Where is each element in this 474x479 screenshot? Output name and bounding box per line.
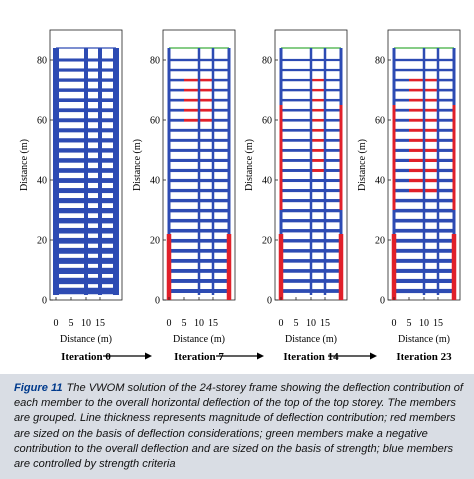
y-tick-label: 80 xyxy=(150,56,160,67)
y-axis-label: Distance (m) xyxy=(132,139,143,191)
x-tick-label: 15 xyxy=(320,318,330,329)
y-tick-label: 0 xyxy=(155,296,160,307)
x-tick-label: 15 xyxy=(433,318,443,329)
iteration-label: Iteration 7 xyxy=(174,351,224,363)
y-axis-label: Distance (m) xyxy=(19,139,30,191)
x-tick-label: 0 xyxy=(167,318,172,329)
x-axis-label: Distance (m) xyxy=(285,334,337,345)
x-tick-label: 0 xyxy=(54,318,59,329)
y-tick-label: 40 xyxy=(150,176,160,187)
y-tick-label: 40 xyxy=(37,176,47,187)
y-tick-label: 20 xyxy=(150,236,160,247)
x-tick-label: 10 xyxy=(419,318,429,329)
y-tick-label: 80 xyxy=(375,56,385,67)
x-tick-label: 5 xyxy=(69,318,74,329)
y-axis-label: Distance (m) xyxy=(357,139,368,191)
arrow-head xyxy=(370,352,377,360)
y-tick-label: 40 xyxy=(262,176,272,187)
frame-panel-2 xyxy=(274,29,348,301)
y-tick-label: 60 xyxy=(262,116,272,127)
frame-panel-3 xyxy=(387,29,461,301)
x-axis-label: Distance (m) xyxy=(398,334,450,345)
x-tick-label: 5 xyxy=(407,318,412,329)
frame-panel-1 xyxy=(162,29,236,301)
y-tick-label: 80 xyxy=(262,56,272,67)
y-axis-label: Distance (m) xyxy=(244,139,255,191)
caption-label: Figure 11 xyxy=(14,382,63,394)
x-tick-label: 10 xyxy=(81,318,91,329)
y-tick-label: 0 xyxy=(267,296,272,307)
y-tick-label: 40 xyxy=(375,176,385,187)
x-axis-label: Distance (m) xyxy=(173,334,225,345)
x-tick-label: 0 xyxy=(392,318,397,329)
x-tick-label: 5 xyxy=(182,318,187,329)
x-tick-label: 15 xyxy=(95,318,105,329)
x-tick-label: 15 xyxy=(208,318,218,329)
iteration-label: Iteration 23 xyxy=(396,351,452,363)
y-tick-label: 0 xyxy=(42,296,47,307)
figure: 0 20 40 60 80 0 5 10 15 Distance (m) Distance (m) I… xyxy=(19,29,461,363)
figure-caption: Figure 11 The VWOM solution of the 24-sto… xyxy=(0,374,474,479)
y-tick-label: 60 xyxy=(375,116,385,127)
x-tick-label: 10 xyxy=(194,318,204,329)
x-tick-label: 10 xyxy=(306,318,316,329)
x-tick-label: 5 xyxy=(294,318,299,329)
caption-text: The VWOM solution of the 24-storey frame… xyxy=(14,382,463,471)
y-tick-label: 20 xyxy=(262,236,272,247)
iteration-label: Iteration 14 xyxy=(283,351,339,363)
frame-panel-0 xyxy=(49,29,123,301)
y-tick-label: 0 xyxy=(380,296,385,307)
arrow-head xyxy=(145,352,152,360)
y-tick-label: 60 xyxy=(37,116,47,127)
y-tick-label: 60 xyxy=(150,116,160,127)
y-tick-label: 20 xyxy=(375,236,385,247)
caption-paragraph: Figure 11 The VWOM solution of the 24-sto… xyxy=(14,381,464,472)
x-axis-label: Distance (m) xyxy=(60,334,112,345)
y-tick-label: 80 xyxy=(37,56,47,67)
y-tick-label: 20 xyxy=(37,236,47,247)
arrow-head xyxy=(257,352,264,360)
iteration-label: Iteration 0 xyxy=(61,351,111,363)
x-tick-label: 0 xyxy=(279,318,284,329)
